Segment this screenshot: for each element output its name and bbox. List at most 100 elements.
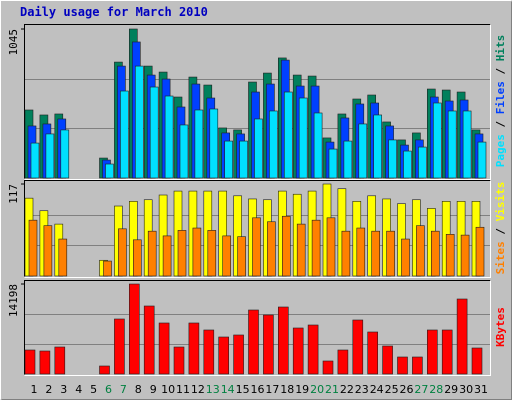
bar: [118, 228, 127, 277]
x-tick-label: 30: [459, 383, 473, 396]
bar: [269, 110, 278, 179]
bar: [147, 230, 157, 277]
bar: [192, 227, 202, 277]
bar: [252, 217, 261, 277]
bar: [129, 283, 140, 375]
bar: [371, 230, 381, 277]
frame-light: [24, 24, 491, 180]
bar: [298, 97, 308, 179]
chart-title: Daily usage for March 2010: [20, 5, 208, 19]
x-tick-label: 15: [236, 383, 250, 396]
bar: [328, 148, 338, 179]
x-tick-label: 16: [251, 383, 265, 396]
bar: [263, 314, 274, 375]
x-tick-label: 31: [474, 383, 488, 396]
bar: [39, 350, 51, 375]
bar: [120, 90, 129, 179]
bar: [58, 238, 68, 277]
bar: [60, 129, 70, 179]
bar: [367, 331, 379, 375]
bar: [164, 95, 174, 179]
bar: [426, 329, 438, 375]
y-tick-label: 117: [7, 184, 20, 204]
bar: [456, 298, 468, 375]
bar: [254, 118, 263, 179]
x-tick-label: 17: [265, 383, 279, 396]
legend-separator: /: [494, 221, 507, 241]
bar: [403, 150, 412, 179]
x-tick-label: 26: [400, 383, 414, 396]
bar: [475, 226, 485, 277]
bar: [179, 124, 189, 179]
x-tick-label: 10: [161, 383, 175, 396]
x-tick-label: 5: [90, 383, 97, 396]
bar: [30, 142, 40, 179]
bar: [162, 235, 172, 277]
bar: [477, 141, 487, 179]
legend-separator: /: [494, 61, 507, 81]
bar: [337, 349, 349, 375]
legend-entry: Files: [494, 81, 507, 114]
bar: [471, 347, 483, 375]
legend: Sites / Visits: [494, 182, 507, 275]
legend-entry: Sites: [494, 241, 507, 274]
bar: [447, 110, 457, 179]
bar: [373, 114, 383, 179]
bar: [114, 318, 125, 375]
bar: [188, 322, 200, 375]
legend: Pages / Files / Hits: [494, 35, 507, 168]
bar: [267, 221, 276, 277]
bar: [224, 140, 233, 179]
legend-entry: Pages: [494, 134, 507, 167]
x-tick-label: 12: [191, 383, 205, 396]
bar: [28, 219, 38, 277]
y-tick-label: 1045: [7, 29, 20, 56]
legend-entry: Visits: [494, 182, 507, 222]
frame-dark: [24, 24, 491, 179]
bar: [311, 219, 321, 277]
bar: [401, 238, 410, 277]
bar: [445, 234, 455, 277]
x-tick-label: 27: [414, 383, 428, 396]
bar: [386, 230, 395, 277]
bar: [418, 146, 427, 179]
bar: [460, 234, 470, 277]
x-tick-label: 22: [340, 383, 354, 396]
bar: [173, 346, 185, 375]
x-tick-label: 20: [310, 383, 324, 396]
bar: [135, 65, 144, 179]
bar: [313, 112, 323, 179]
bar: [99, 365, 110, 375]
y-tick-label: 14198: [7, 284, 20, 317]
bar: [343, 140, 353, 179]
bar: [356, 227, 366, 277]
x-tick-label: 1: [31, 383, 38, 396]
legend-entry: Hits: [494, 35, 507, 62]
bar: [203, 329, 215, 375]
bar: [430, 230, 440, 277]
x-tick-label: 28: [429, 383, 443, 396]
bar: [441, 329, 453, 375]
frame-dark: [24, 180, 491, 277]
x-tick-label: 3: [60, 383, 67, 396]
bar: [412, 356, 423, 375]
bar: [143, 305, 155, 375]
x-tick-label: 11: [176, 383, 190, 396]
bar: [281, 215, 291, 277]
bar: [24, 349, 36, 375]
x-tick-label: 14: [221, 383, 235, 396]
bar: [432, 102, 442, 179]
bar: [158, 322, 170, 375]
bar: [292, 327, 304, 375]
bar: [43, 225, 53, 277]
x-tick-label: 24: [370, 383, 384, 396]
x-tick-label: 13: [206, 383, 220, 396]
bar: [341, 230, 351, 277]
bar: [105, 163, 114, 179]
bar: [239, 140, 248, 179]
x-tick-label: 18: [280, 383, 294, 396]
bar: [462, 110, 472, 179]
bar: [283, 91, 293, 179]
